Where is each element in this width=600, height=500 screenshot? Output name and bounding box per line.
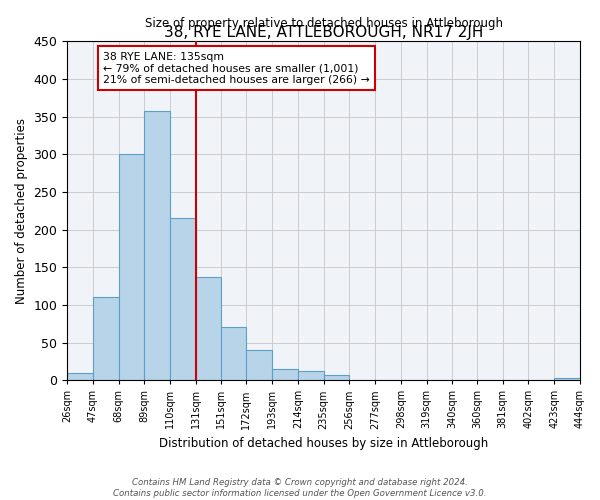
Bar: [67, 374, 93, 380]
Bar: [170, 218, 196, 380]
Bar: [554, 378, 580, 380]
Y-axis label: Number of detached properties: Number of detached properties: [15, 118, 28, 304]
Title: 38, RYE LANE, ATTLEBOROUGH, NR17 2JH: 38, RYE LANE, ATTLEBOROUGH, NR17 2JH: [164, 26, 483, 40]
Bar: [145, 110, 170, 380]
Bar: [246, 350, 272, 380]
Bar: [221, 328, 246, 380]
Bar: [93, 298, 119, 380]
Bar: [323, 375, 349, 380]
Bar: [196, 277, 221, 380]
Bar: [298, 371, 323, 380]
Text: Size of property relative to detached houses in Attleborough: Size of property relative to detached ho…: [145, 16, 503, 30]
Bar: [272, 369, 298, 380]
X-axis label: Distribution of detached houses by size in Attleborough: Distribution of detached houses by size …: [159, 437, 488, 450]
Text: 38 RYE LANE: 135sqm
← 79% of detached houses are smaller (1,001)
21% of semi-det: 38 RYE LANE: 135sqm ← 79% of detached ho…: [103, 52, 370, 85]
Text: Contains HM Land Registry data © Crown copyright and database right 2024.
Contai: Contains HM Land Registry data © Crown c…: [113, 478, 487, 498]
Bar: [119, 154, 145, 380]
